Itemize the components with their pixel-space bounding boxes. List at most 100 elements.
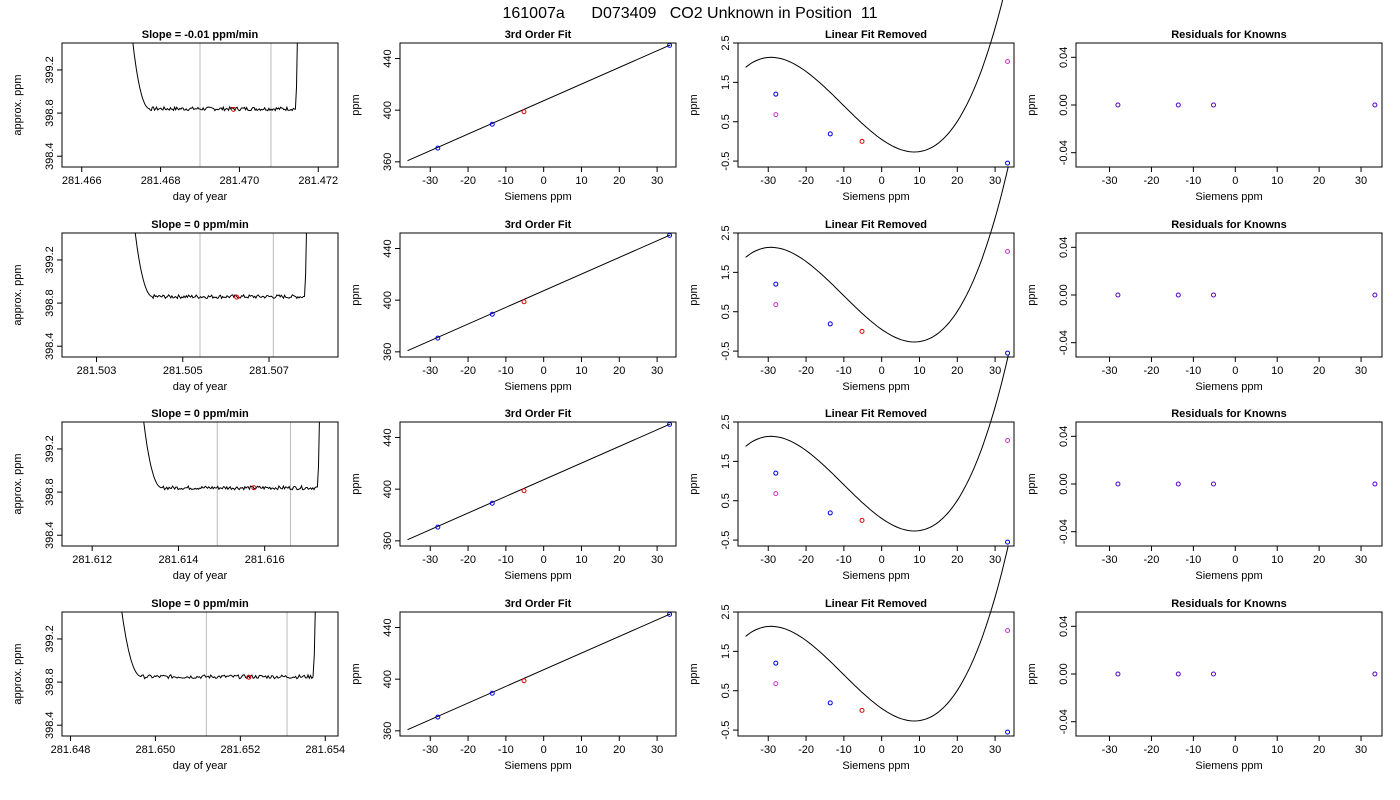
panel-title: Linear Fit Removed [825, 598, 927, 610]
x-tick-label: -20 [798, 175, 814, 187]
y-axis-label: ppm [688, 473, 700, 494]
residual-point [1210, 102, 1216, 108]
unknown-point [521, 678, 527, 684]
x-tick-label: 20 [951, 365, 963, 377]
reference-point [773, 302, 779, 308]
x-axis-label: Siemens ppm [842, 760, 909, 772]
plot-frame [61, 611, 339, 737]
x-tick-label: 0 [879, 554, 885, 566]
y-axis-label: ppm [350, 94, 362, 115]
y-tick-label: -0.04 [1058, 709, 1070, 734]
x-tick-label: -30 [760, 554, 776, 566]
x-tick-label: 30 [1355, 365, 1367, 377]
y-tick-label: 2.5 [720, 414, 732, 429]
x-tick-label: 281.468 [141, 175, 181, 187]
linear-removed-panel: Linear Fit Removed -30 -20 -10 0 10 20 30 -0.5 0.… [688, 166, 1015, 393]
x-tick-label: 0 [541, 744, 547, 756]
y-tick-label: 0.04 [1058, 237, 1070, 258]
y-tick-label: 398.8 [44, 478, 56, 506]
x-tick-label: 30 [651, 175, 663, 187]
x-tick-label: 10 [1271, 365, 1283, 377]
time-series-panel: Slope = -0.01 ppm/min 281.466 281.468 281.4… [12, 29, 339, 203]
x-tick-label: 30 [1355, 175, 1367, 187]
x-tick-label: -20 [1143, 554, 1159, 566]
x-axis-label: Siemens ppm [1195, 760, 1262, 772]
x-tick-label: 281.652 [220, 744, 260, 756]
plot-frame [737, 42, 1015, 168]
panel-title: 3rd Order Fit [505, 219, 572, 231]
x-axis-label: Siemens ppm [1195, 570, 1262, 582]
y-tick-label: -0.04 [1058, 330, 1070, 355]
panel-title: Linear Fit Removed [825, 408, 927, 420]
mean-marker [234, 294, 240, 300]
linear-removed-panel: Linear Fit Removed -30 -20 -10 0 10 20 30 -0.5 0.… [688, 545, 1015, 772]
x-axis-label: day of year [173, 191, 228, 203]
x-tick-label: 20 [951, 744, 963, 756]
y-axis-label: ppm [688, 284, 700, 305]
x-tick-label: -20 [798, 365, 814, 377]
known-point [1005, 539, 1011, 545]
reference-point [1005, 59, 1011, 65]
x-axis-label: Siemens ppm [842, 191, 909, 203]
known-point [827, 700, 833, 706]
plot-frame [61, 42, 339, 168]
ppm-trace [132, 43, 298, 112]
plot-frame [737, 421, 1015, 547]
panel-title: 3rd Order Fit [505, 598, 572, 610]
fit-panel: 3rd Order Fit -30 -20 -10 0 10 20 30 360 400 440 Si… [350, 29, 677, 203]
x-tick-label: -30 [1102, 365, 1118, 377]
x-tick-label: 281.648 [51, 744, 91, 756]
y-tick-label: 399.2 [44, 435, 56, 463]
x-axis-label: Siemens ppm [842, 570, 909, 582]
residual-point [1210, 292, 1216, 298]
x-tick-label: 281.650 [136, 744, 176, 756]
known-point [827, 510, 833, 516]
x-tick-label: -10 [836, 744, 852, 756]
time-series-panel: Slope = 0 ppm/min 281.648 281.650 281.652 28… [12, 598, 345, 772]
y-tick-label: 0.5 [720, 304, 732, 319]
x-tick-label: -10 [1185, 744, 1201, 756]
x-tick-label: 20 [1313, 175, 1325, 187]
y-tick-label: 360 [382, 722, 394, 740]
panel-title: Residuals for Knowns [1171, 598, 1287, 610]
x-tick-label: 0 [879, 175, 885, 187]
x-tick-label: -30 [422, 175, 438, 187]
x-tick-label: -10 [1185, 554, 1201, 566]
x-tick-label: 10 [913, 175, 925, 187]
reference-point [773, 491, 779, 497]
x-tick-label: -30 [1102, 744, 1118, 756]
x-tick-label: 281.466 [62, 175, 102, 187]
x-tick-label: 20 [951, 554, 963, 566]
y-tick-label: 360 [382, 343, 394, 361]
y-tick-label: 398.8 [44, 289, 56, 317]
fit-panel: 3rd Order Fit -30 -20 -10 0 10 20 30 360 400 440 Si… [350, 408, 677, 582]
y-tick-label: 440 [382, 428, 394, 446]
y-tick-label: 400 [382, 291, 394, 309]
x-tick-label: 281.507 [249, 365, 289, 377]
known-point [827, 321, 833, 327]
y-tick-label: 0.5 [720, 114, 732, 129]
x-axis-label: day of year [173, 570, 228, 582]
x-tick-label: -10 [836, 175, 852, 187]
y-tick-label: 2.5 [720, 35, 732, 50]
x-tick-label: 281.616 [245, 554, 285, 566]
x-tick-label: -10 [498, 744, 514, 756]
x-tick-label: 30 [1355, 744, 1367, 756]
plot-frame [1075, 232, 1383, 358]
x-tick-label: 20 [1313, 554, 1325, 566]
panel-title: Residuals for Knowns [1171, 29, 1287, 41]
plot-frame [1075, 421, 1383, 547]
y-tick-label: 2.5 [720, 604, 732, 619]
y-axis-label: ppm [688, 663, 700, 684]
panel-title: Residuals for Knowns [1171, 408, 1287, 420]
x-tick-label: -20 [1143, 744, 1159, 756]
time-series-panel: Slope = 0 ppm/min 281.503 281.505 281.507 39… [12, 219, 339, 393]
panel-title: Residuals for Knowns [1171, 219, 1287, 231]
y-tick-label: 1.5 [720, 265, 732, 280]
plot-frame [61, 232, 339, 358]
linear-removed-panel: Linear Fit Removed -30 -20 -10 0 10 20 30 -0.5 0.… [688, 355, 1015, 582]
y-tick-label: 398.4 [44, 142, 56, 170]
x-tick-label: -20 [1143, 365, 1159, 377]
known-point [773, 660, 779, 666]
y-tick-label: 400 [382, 670, 394, 688]
